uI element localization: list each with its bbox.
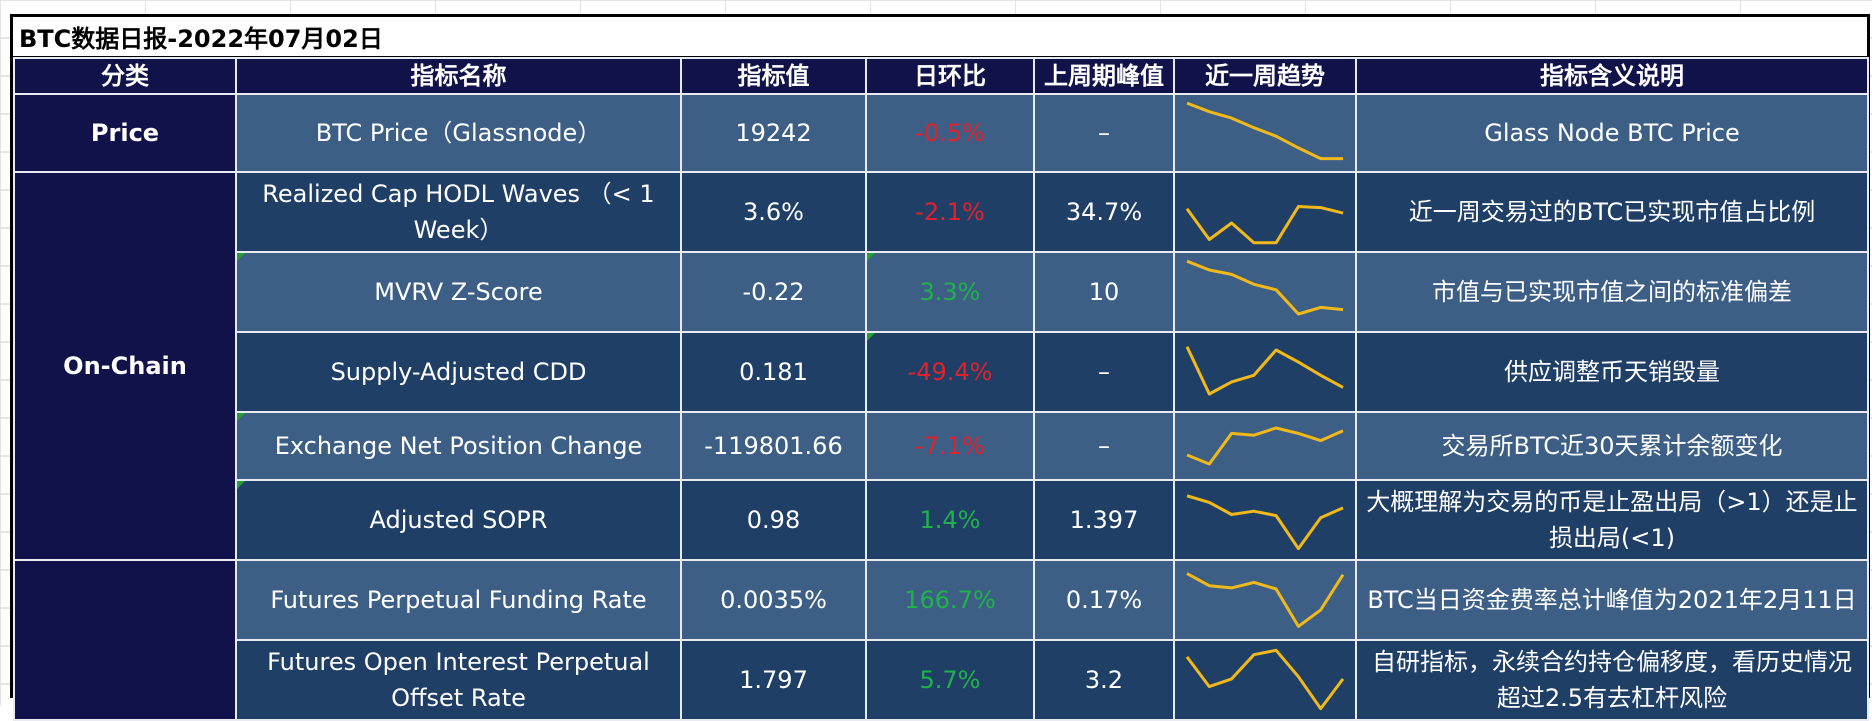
table-row: Futures Perpetual Funding Rate 0.0035% 1… bbox=[13, 559, 1869, 721]
header-description: 指标含义说明 bbox=[1355, 57, 1869, 95]
day-change: 3.3% bbox=[865, 251, 1035, 333]
day-change: -2.1% bbox=[865, 171, 1035, 253]
header-week-trend: 近一周趋势 bbox=[1173, 57, 1357, 95]
metric-value: 0.98 bbox=[680, 479, 867, 561]
sparkline-svg bbox=[1186, 572, 1345, 628]
prev-peak: 3.2 bbox=[1033, 639, 1175, 721]
metric-value: 19242 bbox=[680, 93, 867, 173]
header-category: 分类 bbox=[13, 57, 237, 95]
prev-peak: – bbox=[1033, 331, 1175, 413]
cell-comment-marker bbox=[868, 334, 875, 341]
day-change: 1.4% bbox=[865, 479, 1035, 561]
sparkline-svg bbox=[1185, 346, 1344, 396]
metric-name: Exchange Net Position Change bbox=[235, 411, 682, 481]
trend-line bbox=[1186, 426, 1344, 466]
metric-value: -0.22 bbox=[680, 251, 867, 333]
cell-comment-marker bbox=[238, 254, 245, 261]
sparkline-svg bbox=[1186, 426, 1344, 466]
prev-peak: 10 bbox=[1033, 251, 1175, 333]
day-change: 166.7% bbox=[865, 559, 1035, 641]
table-row: On-Chain Realized Cap HODL Waves （< 1 We… bbox=[13, 171, 1869, 561]
metric-name: Futures Open Interest Perpetual Offset R… bbox=[235, 639, 682, 721]
trend-sparkline bbox=[1173, 639, 1357, 721]
table-row: Adjusted SOPR 0.98 1.4% 1.397 大概理解为交易的币是… bbox=[14, 479, 1869, 561]
metric-value: 0.0035% bbox=[680, 559, 867, 641]
header-day-change: 日环比 bbox=[865, 57, 1035, 95]
trend-sparkline bbox=[1173, 331, 1357, 413]
table-row: Futures Open Interest Perpetual Offset R… bbox=[14, 639, 1869, 721]
metric-value: 1.797 bbox=[680, 639, 867, 721]
metric-name: BTC Price（Glassnode） bbox=[235, 93, 682, 173]
table-row: Supply-Adjusted CDD 0.181 -49.4% – 供应调整币… bbox=[14, 331, 1869, 413]
metric-name: Realized Cap HODL Waves （< 1 Week） bbox=[235, 171, 682, 253]
header-prev-peak: 上周期峰值 bbox=[1033, 57, 1175, 95]
metric-name-text: Exchange Net Position Change bbox=[274, 432, 643, 460]
trend-line bbox=[1185, 648, 1345, 711]
metric-description: 供应调整币天销毁量 bbox=[1355, 331, 1869, 413]
category-onchain: On-Chain bbox=[13, 171, 237, 561]
trend-line bbox=[1186, 259, 1344, 316]
table-row: Price BTC Price（Glassnode） 19242 -0.5% –… bbox=[13, 93, 1869, 173]
metric-name-text: Adjusted SOPR bbox=[369, 506, 548, 534]
sparkline-svg bbox=[1185, 205, 1344, 245]
prev-peak: – bbox=[1033, 93, 1175, 173]
prev-peak: 0.17% bbox=[1033, 559, 1175, 641]
metric-description: BTC当日资金费率总计峰值为2021年2月11日 bbox=[1355, 559, 1869, 641]
metric-description: 自研指标，永续合约持仓偏移度，看历史情况超过2.5有去杠杆风险 bbox=[1355, 639, 1869, 721]
header-metric-value: 指标值 bbox=[680, 57, 867, 95]
day-change: -49.4% bbox=[865, 331, 1035, 413]
trend-sparkline bbox=[1173, 411, 1357, 481]
metric-value: -119801.66 bbox=[680, 411, 867, 481]
header-row: 分类 指标名称 指标值 日环比 上周期峰值 近一周趋势 指标含义说明 bbox=[13, 57, 1869, 95]
sparkline-svg bbox=[1186, 259, 1344, 316]
cell-comment-marker bbox=[238, 414, 245, 421]
trend-sparkline bbox=[1173, 251, 1357, 333]
category-derivatives bbox=[13, 559, 237, 721]
sparkline-svg bbox=[1185, 648, 1345, 711]
category-price: Price bbox=[13, 93, 237, 173]
prev-peak: 1.397 bbox=[1033, 479, 1175, 561]
metric-description: 近一周交易过的BTC已实现市值占比例 bbox=[1355, 171, 1869, 253]
cell-comment-marker bbox=[868, 254, 875, 261]
trend-sparkline bbox=[1173, 559, 1357, 641]
trend-sparkline bbox=[1173, 479, 1357, 561]
prev-peak: 34.7% bbox=[1033, 171, 1175, 253]
metric-name-text: MVRV Z-Score bbox=[374, 278, 543, 306]
trend-line bbox=[1186, 572, 1345, 628]
day-change: -7.1% bbox=[865, 411, 1035, 481]
trend-sparkline bbox=[1173, 171, 1357, 253]
trend-line bbox=[1186, 494, 1344, 551]
trend-sparkline bbox=[1173, 93, 1357, 173]
trend-line bbox=[1186, 101, 1343, 161]
day-change: 5.7% bbox=[865, 639, 1035, 721]
day-change-text: 3.3% bbox=[919, 278, 981, 306]
metric-value: 0.181 bbox=[680, 331, 867, 413]
prev-peak: – bbox=[1033, 411, 1175, 481]
day-change-text: -49.4% bbox=[907, 358, 993, 386]
metric-description: Glass Node BTC Price bbox=[1355, 93, 1869, 173]
metric-description: 大概理解为交易的币是止盈出局（>1）还是止损出局(<1) bbox=[1355, 479, 1869, 561]
metric-name: Supply-Adjusted CDD bbox=[235, 331, 682, 413]
sparkline-svg bbox=[1186, 494, 1344, 551]
metric-name: Futures Perpetual Funding Rate bbox=[235, 559, 682, 641]
metrics-table: 分类 指标名称 指标值 日环比 上周期峰值 近一周趋势 指标含义说明 Price… bbox=[13, 57, 1869, 721]
report-table-container: BTC数据日报-2022年07月02日 分类 指标名称 指标值 日环比 上周期峰… bbox=[10, 14, 1870, 721]
metric-description: 市值与已实现市值之间的标准偏差 bbox=[1355, 251, 1869, 333]
metric-name: MVRV Z-Score bbox=[235, 251, 682, 333]
cell-comment-marker bbox=[238, 482, 245, 489]
report-title: BTC数据日报-2022年07月02日 bbox=[13, 17, 1867, 57]
header-metric-name: 指标名称 bbox=[235, 57, 682, 95]
trend-line bbox=[1185, 205, 1344, 245]
day-change: -0.5% bbox=[865, 93, 1035, 173]
table-row: MVRV Z-Score -0.22 3.3% 10 市值与已实现市值之间的标准… bbox=[14, 251, 1869, 333]
table-row: Exchange Net Position Change -119801.66 … bbox=[14, 411, 1869, 481]
sparkline-svg bbox=[1186, 101, 1343, 161]
metric-value: 3.6% bbox=[680, 171, 867, 253]
trend-line bbox=[1185, 346, 1344, 396]
metric-description: 交易所BTC近30天累计余额变化 bbox=[1355, 411, 1869, 481]
metric-name: Adjusted SOPR bbox=[235, 479, 682, 561]
